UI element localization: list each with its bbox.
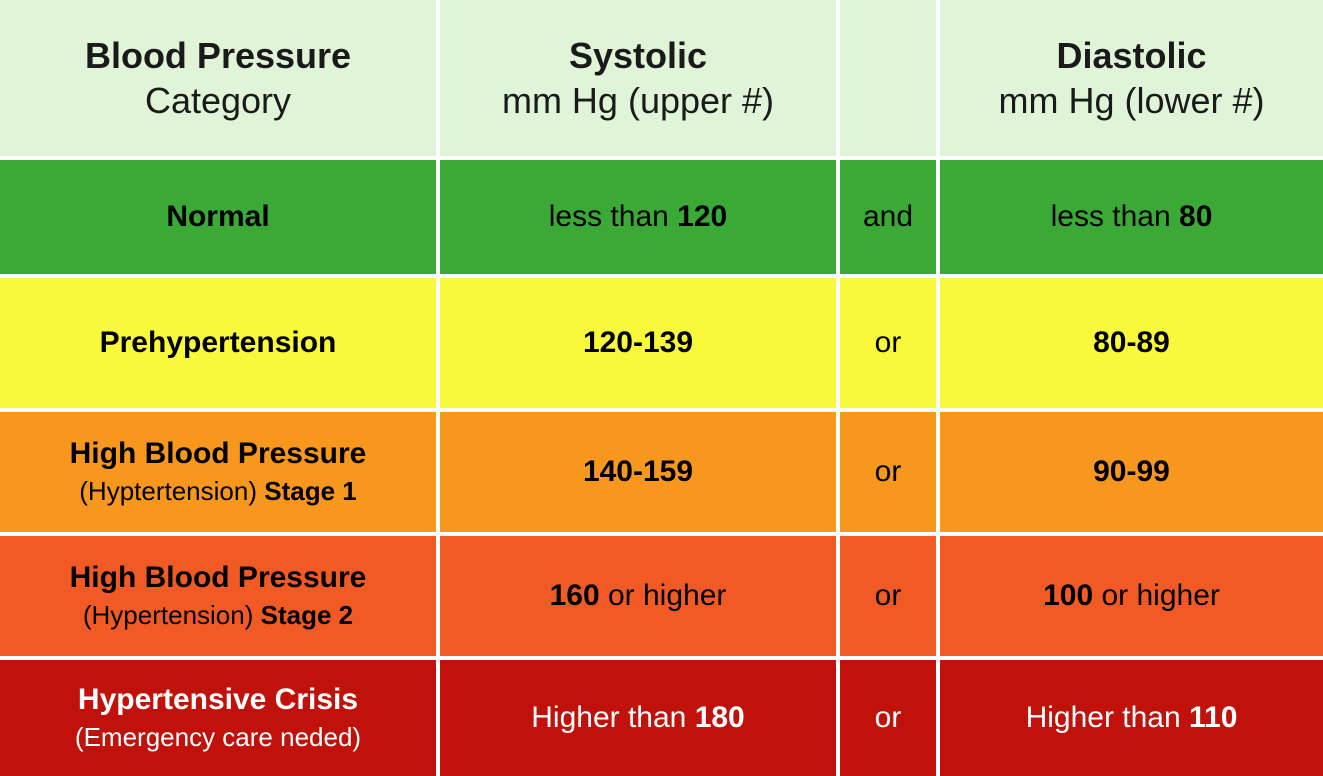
category-main: High Blood Pressure (70, 561, 367, 594)
category-main: High Blood Pressure (70, 437, 367, 470)
category-sub: (Hypertension) Stage 2 (83, 600, 353, 630)
table-row: High Blood Pressure (Hyptertension) Stag… (0, 412, 1323, 536)
header-diastolic: Diastolic mm Hg (lower #) (940, 0, 1323, 160)
table-row: Normal less than 120 and less than 80 (0, 160, 1323, 278)
cell-connector: or (840, 412, 940, 536)
category-main: Hypertensive Crisis (78, 683, 358, 716)
cell-diastolic: 100 or higher (940, 536, 1323, 660)
header-connector (840, 0, 940, 160)
blood-pressure-table: Blood Pressure Category Systolic mm Hg (… (0, 0, 1323, 776)
header-diastolic-sub: mm Hg (lower #) (948, 78, 1315, 123)
table-row: Prehypertension 120-139 or 80-89 (0, 278, 1323, 412)
cell-diastolic: 90-99 (940, 412, 1323, 536)
category-sub: (Hyptertension) Stage 1 (79, 476, 356, 506)
cell-category: Prehypertension (0, 278, 440, 412)
cell-systolic: 120-139 (440, 278, 840, 412)
header-row: Blood Pressure Category Systolic mm Hg (… (0, 0, 1323, 160)
cell-category: High Blood Pressure (Hyptertension) Stag… (0, 412, 440, 536)
table-row: Hypertensive Crisis (Emergency care nede… (0, 660, 1323, 776)
cell-diastolic: less than 80 (940, 160, 1323, 278)
category-sub: (Emergency care neded) (75, 722, 361, 752)
cell-connector: and (840, 160, 940, 278)
category-main: Normal (166, 200, 269, 233)
cell-connector: or (840, 536, 940, 660)
cell-category: Normal (0, 160, 440, 278)
cell-category: Hypertensive Crisis (Emergency care nede… (0, 660, 440, 776)
header-systolic-title: Systolic (448, 33, 828, 78)
cell-systolic: Higher than 180 (440, 660, 840, 776)
header-systolic-sub: mm Hg (upper #) (448, 78, 828, 123)
cell-diastolic: 80-89 (940, 278, 1323, 412)
header-systolic: Systolic mm Hg (upper #) (440, 0, 840, 160)
cell-category: High Blood Pressure (Hypertension) Stage… (0, 536, 440, 660)
cell-systolic: 140-159 (440, 412, 840, 536)
table-row: High Blood Pressure (Hypertension) Stage… (0, 536, 1323, 660)
header-diastolic-title: Diastolic (948, 33, 1315, 78)
cell-connector: or (840, 278, 940, 412)
cell-systolic: 160 or higher (440, 536, 840, 660)
header-category-sub: Category (8, 78, 428, 123)
header-category: Blood Pressure Category (0, 0, 440, 160)
category-main: Prehypertension (100, 326, 337, 359)
cell-connector: or (840, 660, 940, 776)
cell-systolic: less than 120 (440, 160, 840, 278)
header-category-title: Blood Pressure (8, 33, 428, 78)
cell-diastolic: Higher than 110 (940, 660, 1323, 776)
